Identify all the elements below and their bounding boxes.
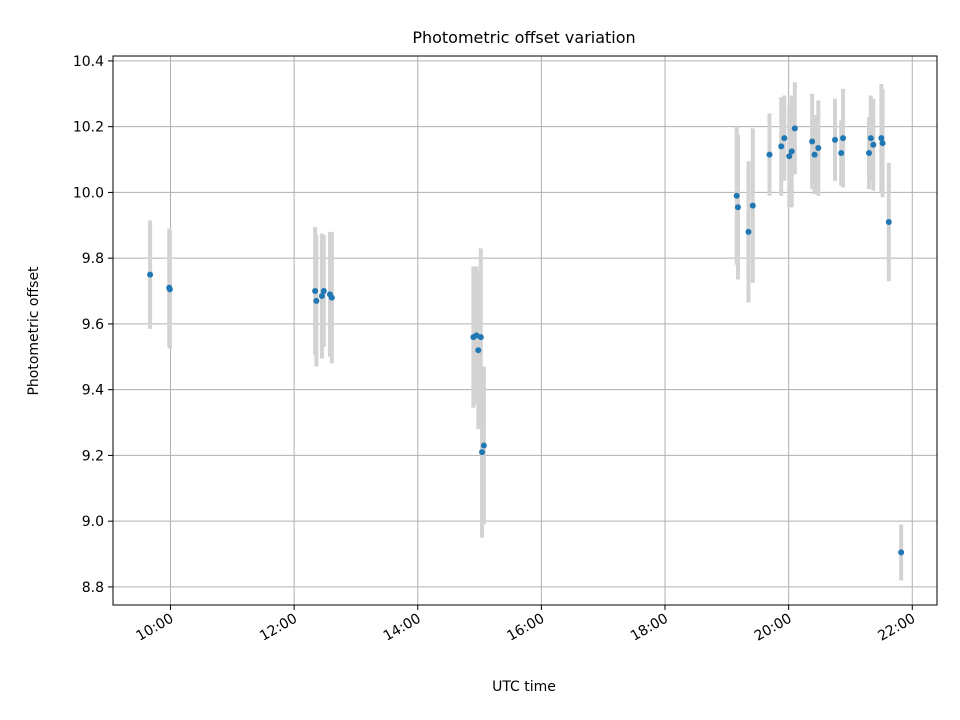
data-point	[766, 151, 773, 158]
data-point	[781, 135, 788, 142]
y-tick-label: 9.0	[82, 514, 104, 530]
data-point	[749, 202, 756, 209]
y-tick-label: 9.8	[82, 251, 104, 267]
y-axis-ticks: 8.8 9.0 9.2 9.4 9.6 9.8 10.0 10.2 10.4	[73, 54, 113, 596]
data-point	[320, 288, 327, 295]
chart-title: Photometric offset variation	[412, 28, 635, 47]
data-point	[479, 449, 486, 456]
data-point	[879, 140, 886, 147]
data-point	[786, 153, 793, 160]
data-point	[870, 141, 877, 148]
y-tick-label: 10.4	[73, 54, 104, 70]
data-point	[867, 135, 874, 142]
data-point	[733, 192, 740, 199]
y-tick-label: 10.0	[73, 185, 104, 201]
x-axis-label: UTC time	[492, 679, 556, 695]
y-tick-label: 8.8	[82, 580, 104, 596]
data-point	[313, 297, 320, 304]
data-point	[475, 347, 482, 354]
data-point	[328, 294, 335, 301]
data-point	[778, 143, 785, 150]
data-point	[878, 135, 885, 142]
data-point	[788, 148, 795, 155]
data-point	[745, 228, 752, 235]
data-point	[166, 286, 173, 293]
data-point	[809, 138, 816, 145]
data-point	[477, 334, 484, 341]
data-point	[312, 288, 319, 295]
y-tick-label: 10.2	[73, 120, 104, 136]
data-point	[832, 136, 839, 143]
y-tick-label: 9.2	[82, 448, 104, 464]
y-axis-label: Photometric offset	[26, 266, 42, 396]
data-point	[734, 204, 741, 211]
data-point	[318, 292, 325, 299]
y-tick-label: 9.4	[82, 383, 104, 399]
data-point	[885, 219, 892, 226]
data-point	[480, 442, 487, 449]
data-point	[840, 135, 847, 142]
grid	[113, 56, 937, 605]
data-point	[815, 145, 822, 152]
plot-frame	[112, 55, 938, 606]
data-point	[898, 549, 905, 556]
y-tick-label: 9.6	[82, 317, 104, 333]
data-points	[147, 125, 905, 556]
data-point	[791, 125, 798, 132]
data-point	[866, 149, 873, 156]
data-point	[811, 151, 818, 158]
data-point	[147, 271, 154, 278]
data-point	[838, 149, 845, 156]
